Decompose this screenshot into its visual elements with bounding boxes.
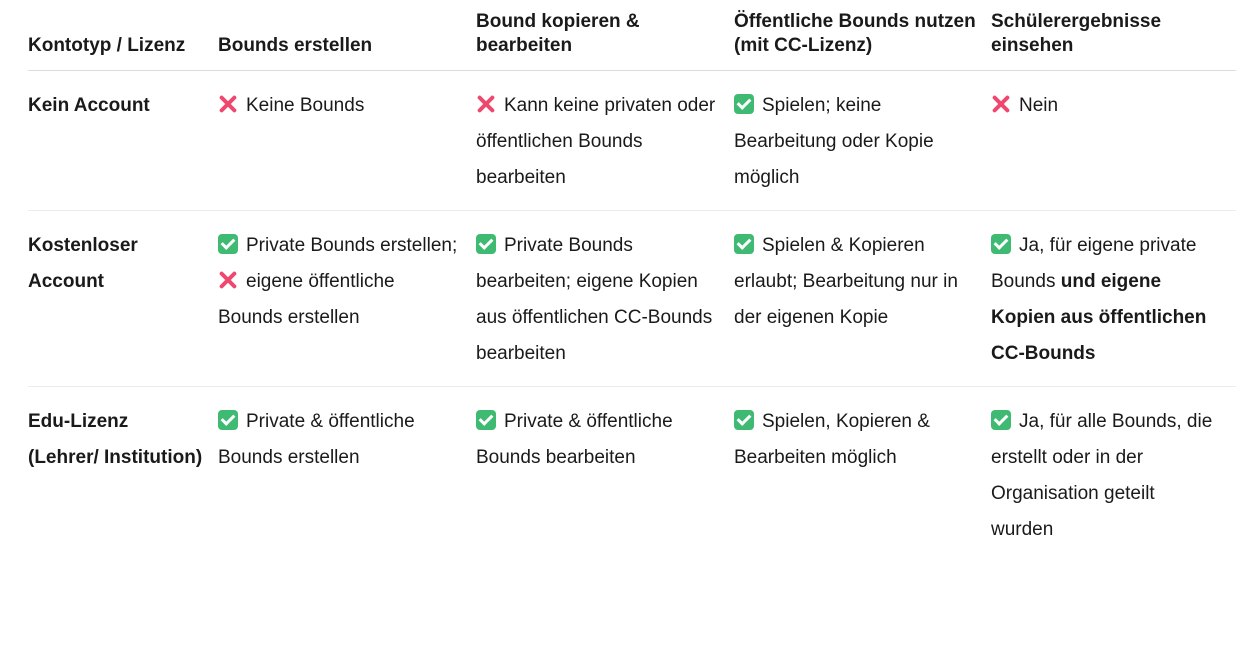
cell-text: Private & öffentliche Bounds erstellen — [218, 411, 415, 468]
cell-copy-edit: Private & öffentliche Bounds bearbeiten — [476, 387, 734, 563]
cell-create-bounds: Keine Bounds — [218, 70, 476, 211]
cell-text: Nein — [1019, 95, 1059, 116]
table-row: Kein Account Keine Bounds Kann keine priva… — [28, 70, 1236, 211]
row-label: Edu-Lizenz (Lehrer/ Institution) — [28, 411, 203, 468]
cell-text: Ja, für alle Bounds, die erstellt oder i… — [991, 411, 1213, 540]
table-row: Edu-Lizenz (Lehrer/ Institution) Private … — [28, 387, 1236, 563]
table-body: Kein Account Keine Bounds Kann keine priva… — [28, 70, 1236, 563]
header-student-results: Schülerergebnisse einsehen — [991, 10, 1236, 71]
cross-mark-icon — [218, 270, 238, 290]
check-mark-button-icon — [991, 234, 1011, 254]
cell-create-bounds: Private & öffentliche Bounds erstellen — [218, 387, 476, 563]
cell-student-results: Nein — [991, 70, 1236, 211]
cell-text: Spielen & Kopieren erlaubt; Bearbeitung … — [734, 235, 958, 328]
cell-copy-edit: Kann keine privaten oder öffentlichen Bo… — [476, 70, 734, 211]
check-mark-button-icon — [218, 234, 238, 254]
cell-text: Ja, für eigene private Bounds — [991, 235, 1197, 292]
cell-text: Private Bounds bearbeiten; eigene Kopien… — [476, 235, 713, 364]
check-mark-button-icon — [991, 410, 1011, 430]
cell-public-bounds: Spielen; keine Bearbeitung oder Kopie mö… — [734, 70, 991, 211]
cell-student-results: Ja, für alle Bounds, die erstellt oder i… — [991, 387, 1236, 563]
check-mark-button-icon — [734, 94, 754, 114]
check-mark-button-icon — [734, 234, 754, 254]
cell-text: Private & öffentliche Bounds bearbeiten — [476, 411, 673, 468]
cell-text: Spielen, Kopieren & Bearbeiten möglich — [734, 411, 930, 468]
cell-text: Keine Bounds — [246, 95, 365, 116]
header-account-type: Kontotyp / Lizenz — [28, 10, 218, 71]
table-row: Kostenloser Account Private Bounds erstel… — [28, 210, 1236, 387]
cell-student-results: Ja, für eigene private Bounds und eigene… — [991, 210, 1236, 387]
check-mark-button-icon — [734, 410, 754, 430]
header-public-bounds: Öffentliche Bounds nutzen (mit CC-Lizenz… — [734, 10, 991, 71]
license-comparison-table: Kontotyp / Lizenz Bounds erstellen Bound… — [28, 10, 1236, 562]
check-mark-button-icon — [476, 234, 496, 254]
header-create-bounds: Bounds erstellen — [218, 10, 476, 71]
emphasized-text: und eigene Kopien aus öffentlichen CC-Bo… — [991, 271, 1207, 364]
cell-create-bounds: Private Bounds erstellen; eigene öffentl… — [218, 210, 476, 387]
cross-mark-icon — [991, 94, 1011, 114]
header-copy-edit: Bound kopieren & bearbeiten — [476, 10, 734, 71]
check-mark-button-icon — [476, 410, 496, 430]
header-row: Kontotyp / Lizenz Bounds erstellen Bound… — [28, 10, 1236, 71]
check-mark-button-icon — [218, 410, 238, 430]
cell-text: Kann keine privaten oder öffentlichen Bo… — [476, 95, 716, 188]
cell-text: Spielen; keine Bearbeitung oder Kopie mö… — [734, 95, 934, 188]
row-label: Kein Account — [28, 70, 218, 211]
cell-text: Private Bounds erstellen; — [246, 235, 458, 256]
cell-public-bounds: Spielen & Kopieren erlaubt; Bearbeitung … — [734, 210, 991, 387]
cross-mark-icon — [218, 94, 238, 114]
cell-text: eigene öffentliche Bounds erstellen — [218, 271, 395, 328]
row-label: Kostenloser Account — [28, 210, 218, 387]
cell-copy-edit: Private Bounds bearbeiten; eigene Kopien… — [476, 210, 734, 387]
cross-mark-icon — [476, 94, 496, 114]
cell-public-bounds: Spielen, Kopieren & Bearbeiten möglich — [734, 387, 991, 563]
